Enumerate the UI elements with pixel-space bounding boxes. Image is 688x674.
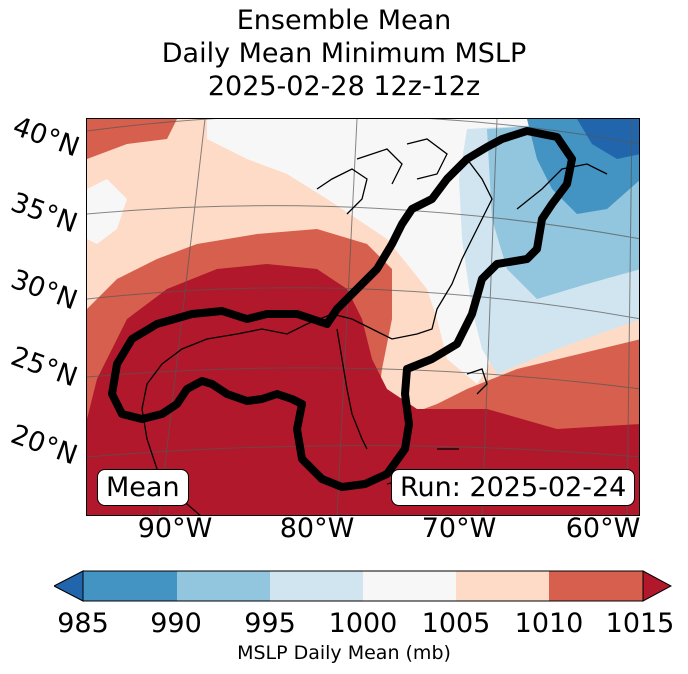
run-label-box: Run: 2025-02-24 — [391, 469, 636, 506]
colorbar-tick-1000: 1000 — [328, 608, 398, 639]
lon-label-90w: 90°W — [137, 513, 213, 544]
colorbar-1010-1015 — [549, 571, 643, 601]
colorbar-985-990 — [83, 571, 177, 601]
title-line-1: Ensemble Mean — [236, 5, 452, 36]
colorbar-995-1000 — [270, 571, 363, 601]
colorbar-outline — [82, 570, 644, 602]
colorbar-1000-1005 — [363, 571, 456, 601]
field-1000-1005-west — [87, 179, 127, 244]
colorbar-extend-low — [54, 570, 84, 602]
lat-label-30n: 30°N — [6, 263, 82, 317]
colorbar-tick-1015: 1015 — [605, 608, 675, 639]
lat-label-25n: 25°N — [6, 340, 82, 394]
colorbar-tick-1010: 1010 — [514, 608, 584, 639]
colorbar-1005-1010 — [456, 571, 549, 601]
field-1010-1015-northwest — [87, 119, 177, 159]
field-below-985 — [577, 119, 639, 159]
contour-line — [108, 127, 576, 491]
mean-label-box: Mean — [97, 469, 189, 506]
lon-label-80w: 80°W — [279, 513, 355, 544]
graticule — [87, 119, 639, 515]
colorbar-990-995 — [177, 571, 270, 601]
lat-label-35n: 35°N — [6, 186, 82, 240]
colorbar-label: MSLP Daily Mean (mb) — [237, 642, 451, 664]
map-panel: Mean Run: 2025-02-24 — [86, 118, 640, 516]
field-above-1015 — [87, 264, 639, 515]
lon-label-70w: 70°W — [421, 513, 497, 544]
title-line-3: 2025-02-28 12z-12z — [207, 71, 481, 102]
colorbar-tick-990: 990 — [150, 608, 202, 639]
colorbar-tick-1005: 1005 — [421, 608, 491, 639]
title-line-2: Daily Mean Minimum MSLP — [161, 38, 527, 69]
colorbar-tick-995: 995 — [244, 608, 296, 639]
colorbar — [54, 570, 672, 602]
mslp-field — [87, 119, 639, 515]
colorbar-extend-high — [642, 570, 672, 602]
lon-label-60w: 60°W — [565, 513, 641, 544]
lat-label-20n: 20°N — [6, 418, 82, 472]
colorbar-tick-985: 985 — [57, 608, 109, 639]
lat-label-40n: 40°N — [8, 110, 84, 164]
